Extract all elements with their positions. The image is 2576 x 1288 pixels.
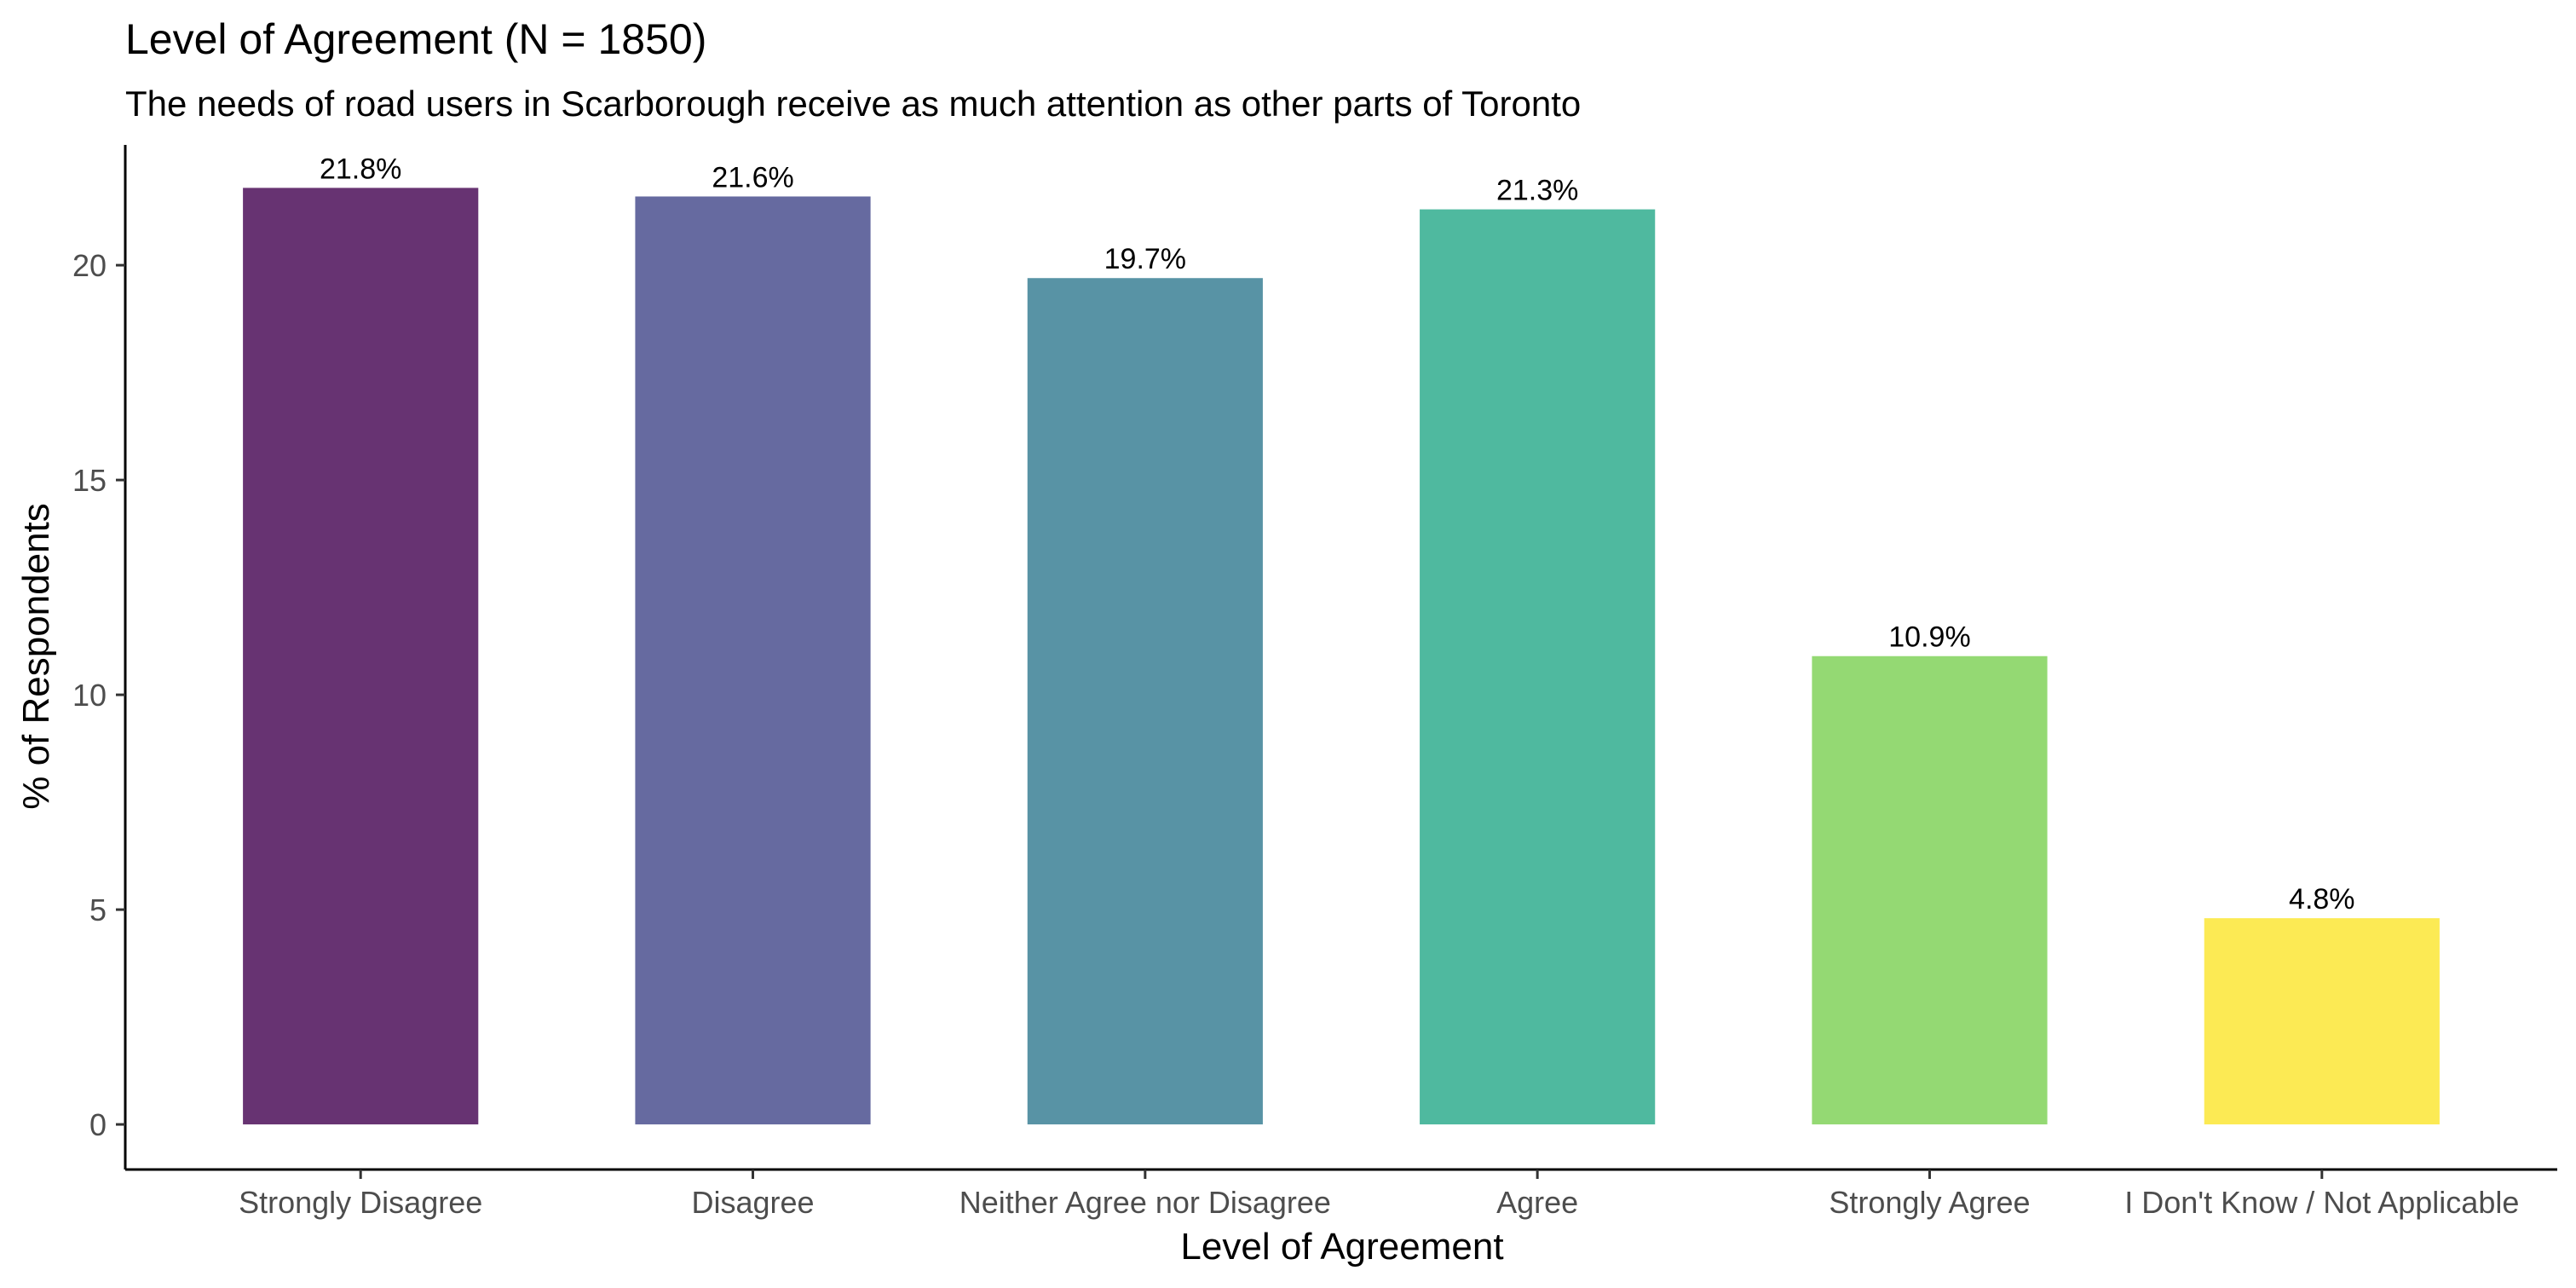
- bar-5: [2204, 918, 2440, 1125]
- data-label-4: 10.9%: [1888, 621, 1970, 654]
- data-label-1: 21.6%: [712, 161, 793, 193]
- x-tick-label-0: Strongly Disagree: [239, 1185, 482, 1220]
- x-tick-label-2: Neither Agree nor Disagree: [960, 1185, 1331, 1220]
- data-label-2: 19.7%: [1104, 243, 1186, 275]
- y-axis-title: % of Respondents: [15, 503, 57, 810]
- y-tick-label-2: 10: [72, 678, 107, 713]
- data-labels-layer: 21.8% 21.6% 19.7% 21.3% 10.9% 4.8%: [320, 153, 2355, 915]
- x-tick-label-5: I Don't Know / Not Applicable: [2124, 1185, 2519, 1220]
- y-tick-label-0: 0: [89, 1107, 107, 1142]
- y-axis: 0 5 10 15 20: [72, 145, 127, 1170]
- y-tick-label-3: 15: [72, 463, 107, 498]
- x-axis-title: Level of Agreement: [1180, 1226, 1503, 1268]
- x-axis: Strongly Disagree Disagree Neither Agree n…: [125, 1168, 2557, 1220]
- x-tick-label-3: Agree: [1496, 1185, 1578, 1220]
- x-tick-label-1: Disagree: [691, 1185, 814, 1220]
- data-label-0: 21.8%: [320, 153, 401, 185]
- bar-4: [1812, 656, 2048, 1125]
- bar-3: [1420, 209, 1656, 1125]
- chart-subtitle: The needs of road users in Scarborough r…: [125, 84, 1581, 124]
- data-label-5: 4.8%: [2289, 883, 2355, 915]
- data-label-3: 21.3%: [1496, 175, 1578, 207]
- bar-0: [243, 188, 479, 1125]
- x-tick-label-4: Strongly Agree: [1829, 1185, 2030, 1220]
- chart-title: Level of Agreement (N = 1850): [125, 15, 706, 63]
- bar-1: [635, 196, 871, 1125]
- y-tick-label-4: 20: [72, 248, 107, 283]
- bar-2: [1027, 278, 1263, 1125]
- bars-layer: [243, 188, 2440, 1125]
- y-tick-label-1: 5: [89, 892, 107, 927]
